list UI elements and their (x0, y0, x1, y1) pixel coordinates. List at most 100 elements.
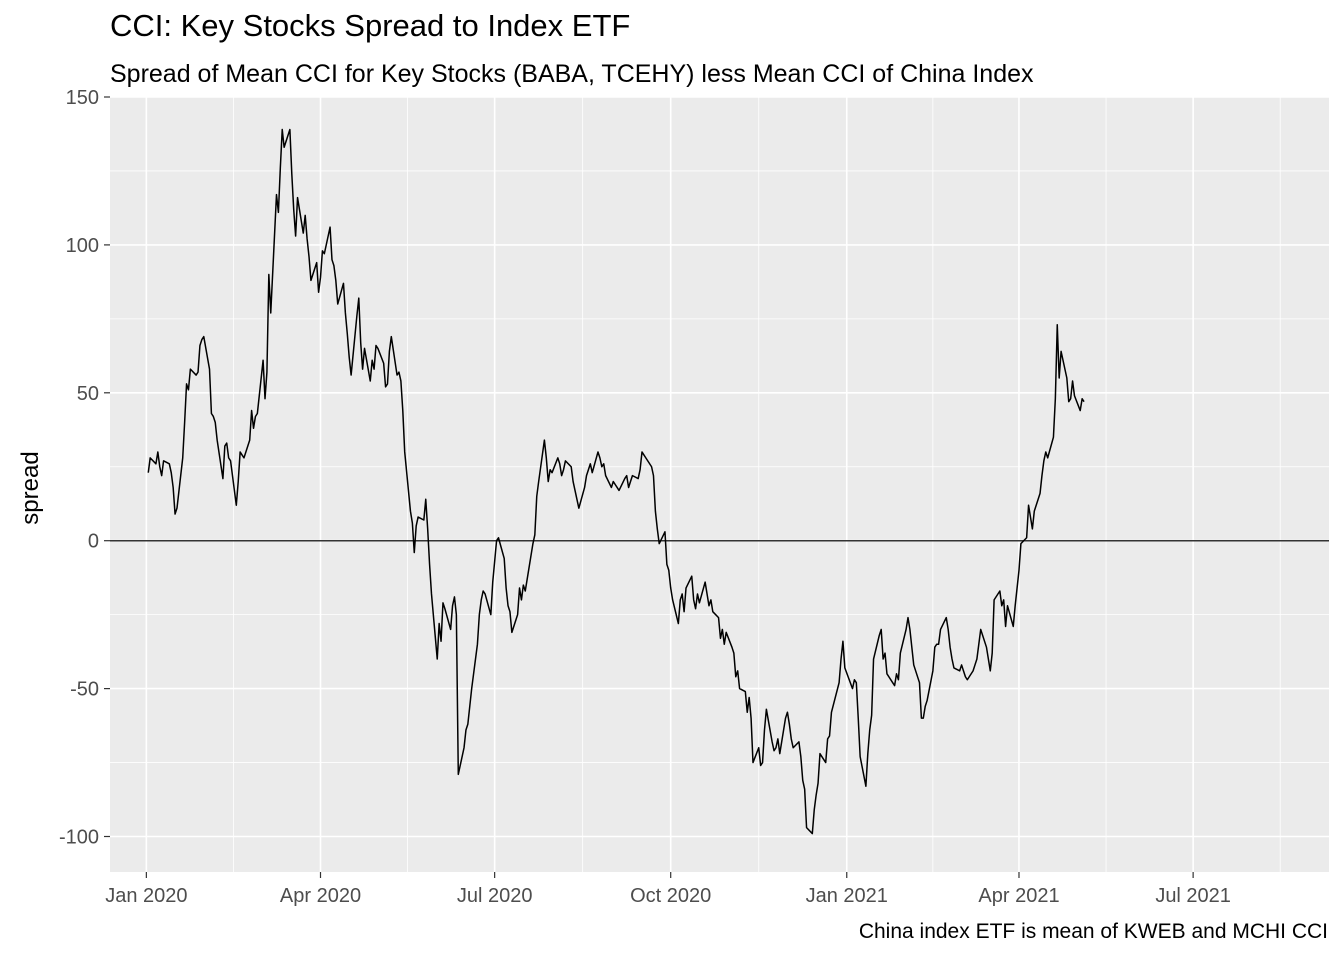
data-point (980, 629, 982, 631)
data-point (718, 617, 720, 619)
data-point (1066, 377, 1068, 379)
chart-caption: China index ETF is mean of KWEB and MCHI… (858, 920, 1328, 943)
data-point (624, 478, 626, 480)
data-point (601, 466, 603, 468)
data-point (438, 623, 440, 625)
data-point (697, 593, 699, 595)
data-point (896, 673, 898, 675)
data-point (880, 629, 882, 631)
data-point (655, 510, 657, 512)
data-point (945, 617, 947, 619)
data-point (953, 667, 955, 669)
data-point (356, 315, 358, 317)
data-point (268, 274, 270, 276)
data-point (538, 481, 540, 483)
data-point (190, 368, 192, 370)
data-point (1079, 410, 1081, 412)
x-tick-label: Jan 2021 (806, 885, 888, 907)
data-point (934, 646, 936, 648)
data-point (471, 688, 473, 690)
data-point (708, 605, 710, 607)
data-point (630, 481, 632, 483)
data-point (764, 729, 766, 731)
data-point (293, 209, 295, 211)
data-point (900, 652, 902, 654)
data-point (612, 481, 614, 483)
x-axis: Jan 2020 Apr 2020 Jul 2020 Oct 2020 Jan 2021… (105, 872, 1231, 907)
data-point (940, 629, 942, 631)
data-point (871, 714, 873, 716)
data-point (586, 475, 588, 477)
data-point (490, 614, 492, 616)
data-point (415, 525, 417, 527)
data-point (959, 670, 961, 672)
data-point (792, 747, 794, 749)
data-point (412, 522, 414, 524)
data-point (1083, 401, 1085, 403)
data-point (760, 765, 762, 767)
data-point (346, 333, 348, 335)
data-point (752, 762, 754, 764)
data-point (503, 558, 505, 560)
data-point (852, 688, 854, 690)
data-point (1041, 475, 1043, 477)
data-point (463, 747, 465, 749)
data-point (894, 685, 896, 687)
data-point (658, 543, 660, 545)
data-point (276, 194, 278, 196)
data-point (572, 481, 574, 483)
y-tick-label: -100 (59, 827, 99, 849)
data-point (450, 629, 452, 631)
y-axis: 150 100 50 0 -50 -100 (59, 87, 110, 849)
data-point (239, 451, 241, 453)
data-point (547, 481, 549, 483)
data-point (270, 312, 272, 314)
data-point (838, 682, 840, 684)
data-point (616, 487, 618, 489)
data-point (524, 590, 526, 592)
data-point (806, 827, 808, 829)
data-point (170, 472, 172, 474)
y-tick-label: 50 (77, 383, 99, 405)
data-point (337, 303, 339, 305)
data-point (243, 457, 245, 459)
x-tick-label: Oct 2020 (630, 885, 711, 907)
data-point (396, 374, 398, 376)
data-point (456, 614, 458, 616)
data-point (350, 374, 352, 376)
data-point (844, 667, 846, 669)
data-point (159, 466, 161, 468)
data-point (771, 741, 773, 743)
data-point (614, 484, 616, 486)
data-point (484, 593, 486, 595)
data-point (737, 670, 739, 672)
data-point (291, 173, 293, 175)
data-point (213, 416, 215, 418)
data-point (266, 371, 268, 373)
data-point (693, 599, 695, 601)
data-point (404, 451, 406, 453)
data-point (641, 451, 643, 453)
data-point (182, 457, 184, 459)
data-point (1045, 451, 1047, 453)
chart-title: CCI: Key Stocks Spread to Index ETF (110, 8, 631, 43)
data-point (963, 670, 965, 672)
data-point (203, 336, 205, 338)
data-point (746, 711, 748, 713)
data-point (578, 507, 580, 509)
y-tick-label: 150 (66, 87, 99, 109)
data-point (817, 782, 819, 784)
data-point (739, 688, 741, 690)
data-point (632, 475, 634, 477)
data-point (549, 469, 551, 471)
data-point (699, 602, 701, 604)
data-point (480, 599, 482, 601)
data-point (639, 469, 641, 471)
data-point (417, 516, 419, 518)
data-point (923, 717, 925, 719)
x-tick-label: Jul 2020 (457, 885, 533, 907)
data-point (467, 723, 469, 725)
data-point (559, 463, 561, 465)
data-point (827, 738, 829, 740)
data-point (722, 629, 724, 631)
